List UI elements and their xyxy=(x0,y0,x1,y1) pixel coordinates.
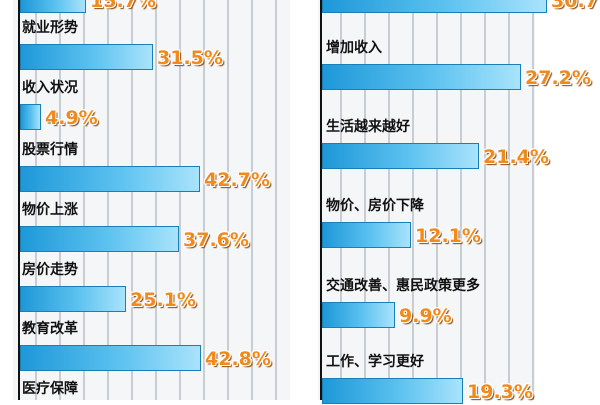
left-value-label: 42.7% xyxy=(204,169,270,191)
left-bar xyxy=(20,44,153,70)
left-category-label: 就业形势 xyxy=(22,20,78,36)
right-category-label: 交通改善、惠民政策更多 xyxy=(326,278,480,294)
left-value-label: 37.6% xyxy=(183,229,249,251)
right-value-label: 19.3% xyxy=(467,381,533,403)
right-value-label: 12.1% xyxy=(415,225,481,247)
left-category-label: 教育改革 xyxy=(22,321,78,337)
left-value-label: 31.5% xyxy=(157,47,223,69)
right-bar xyxy=(322,64,521,90)
right-value-label: 9.9% xyxy=(399,305,452,327)
right-value-label: 30.7% xyxy=(551,0,600,12)
left-category-label: 股票行情 xyxy=(22,142,78,158)
left-value-label: 25.1% xyxy=(130,289,196,311)
left-bar xyxy=(20,345,201,371)
right-category-label: 增加收入 xyxy=(326,40,382,56)
right-bar xyxy=(322,378,463,404)
right-value-label: 21.4% xyxy=(483,146,549,168)
right-bar xyxy=(322,0,547,13)
left-bar xyxy=(20,226,179,252)
left-category-label: 医疗保障 xyxy=(22,381,78,397)
left-bar xyxy=(20,0,86,13)
left-value-label: 15.7% xyxy=(90,0,156,12)
left-category-label: 收入状况 xyxy=(22,80,78,96)
right-category-label: 工作、学习更好 xyxy=(326,354,424,370)
left-bar xyxy=(20,286,126,312)
left-value-label: 4.9% xyxy=(45,107,98,129)
right-category-label: 物价、房价下降 xyxy=(326,198,424,214)
right-bar xyxy=(322,302,395,328)
right-bar xyxy=(322,222,411,248)
left-value-label: 42.8% xyxy=(205,348,271,370)
left-bar xyxy=(20,104,41,130)
right-value-label: 27.2% xyxy=(525,67,591,89)
left-category-label: 房价走势 xyxy=(22,262,78,278)
right-chart-axis xyxy=(320,0,322,400)
left-category-label: 物价上涨 xyxy=(22,202,78,218)
right-category-label: 生活越来越好 xyxy=(326,119,410,135)
right-bar xyxy=(322,143,479,169)
left-chart-axis xyxy=(18,0,20,400)
left-bar xyxy=(20,166,200,192)
